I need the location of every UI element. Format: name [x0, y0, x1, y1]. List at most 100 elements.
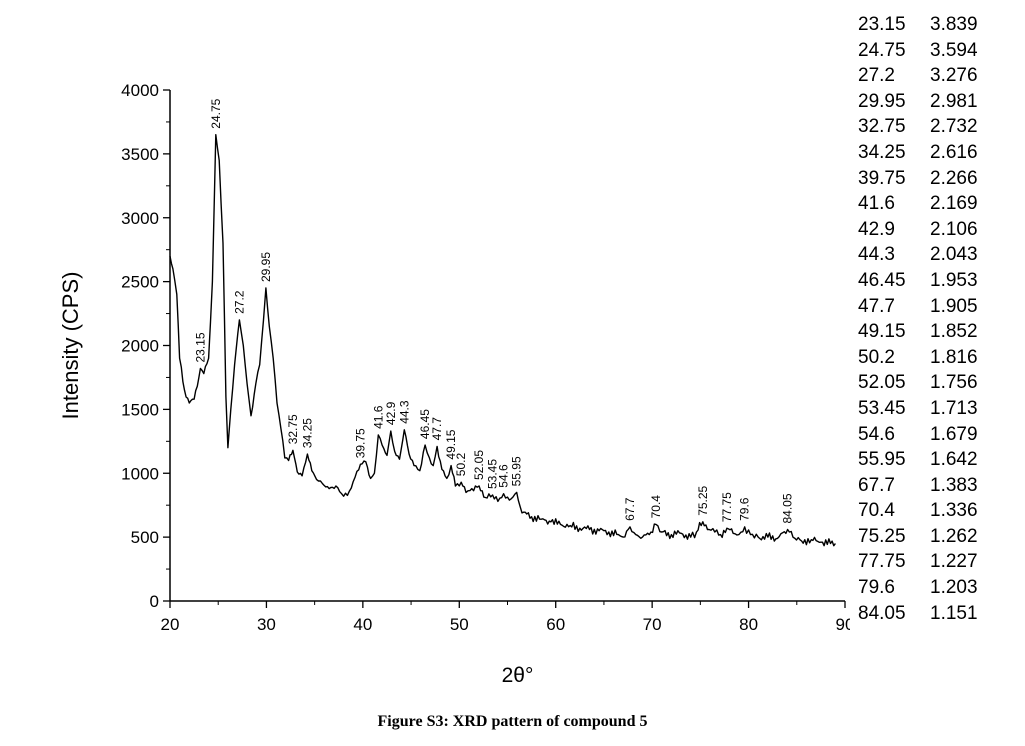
d-spacing-value: 2.043 [930, 244, 978, 266]
peak-label: 39.75 [353, 428, 367, 458]
peak-label: 32.75 [286, 414, 300, 444]
d-spacing-value: 1.756 [930, 372, 978, 394]
peak-label: 44.3 [397, 400, 411, 424]
d-spacing-value: 1.227 [930, 551, 978, 573]
peak-label: 29.95 [259, 252, 273, 282]
x-tick-label: 50 [450, 615, 469, 634]
peak-d-spacing-table: 23.15 3.839 24.75 3.594 27.2 3.276 29.95 2.981 3… [858, 12, 1020, 626]
y-tick-label: 1000 [121, 464, 159, 483]
peak-label: 27.2 [232, 290, 246, 314]
y-tick-label: 2500 [121, 273, 159, 292]
peak-table-row: 53.45 1.713 [858, 396, 1020, 422]
two-theta-value: 39.75 [858, 167, 906, 189]
two-theta-value: 54.6 [858, 423, 895, 445]
d-spacing-value: 1.816 [930, 346, 978, 368]
peak-table-row: 23.15 3.839 [858, 12, 1020, 38]
peak-label: 34.25 [300, 418, 314, 448]
d-spacing-value: 1.953 [930, 269, 978, 291]
peak-label: 41.6 [371, 405, 385, 429]
y-tick-label: 4000 [121, 81, 159, 100]
peak-table-row: 47.7 1.905 [858, 294, 1020, 320]
y-tick-label: 3000 [121, 209, 159, 228]
two-theta-value: 52.05 [858, 372, 906, 394]
y-tick-label: 2000 [121, 337, 159, 356]
peak-table-row: 34.25 2.616 [858, 140, 1020, 166]
peak-label: 52.05 [472, 450, 486, 480]
two-theta-value: 55.95 [858, 449, 906, 471]
peak-table-row: 50.2 1.816 [858, 345, 1020, 371]
peak-label: 47.7 [430, 417, 444, 441]
x-axis-label: 2θ° [502, 664, 534, 687]
peak-table-row: 44.3 2.043 [858, 242, 1020, 268]
peak-table-row: 39.75 2.266 [858, 166, 1020, 192]
x-tick-label: 60 [546, 615, 565, 634]
d-spacing-value: 3.594 [930, 39, 978, 61]
two-theta-value: 41.6 [858, 193, 895, 215]
two-theta-value: 32.75 [858, 116, 906, 138]
y-axis-label: Intensity (CPS) [58, 272, 83, 420]
peak-table-row: 42.9 2.106 [858, 217, 1020, 243]
d-spacing-value: 2.106 [930, 218, 978, 240]
peak-table-row: 77.75 1.227 [858, 549, 1020, 575]
d-spacing-value: 2.266 [930, 167, 978, 189]
d-spacing-value: 1.383 [930, 474, 978, 496]
peak-label: 46.45 [418, 409, 432, 439]
x-tick-label: 40 [353, 615, 372, 634]
peak-label: 55.95 [510, 456, 524, 486]
peak-table-row: 55.95 1.642 [858, 447, 1020, 473]
d-spacing-value: 1.852 [930, 321, 978, 343]
two-theta-value: 79.6 [858, 577, 895, 599]
peak-label: 75.25 [696, 485, 710, 515]
two-theta-value: 53.45 [858, 397, 906, 419]
two-theta-value: 44.3 [858, 244, 895, 266]
d-spacing-value: 2.169 [930, 193, 978, 215]
two-theta-value: 50.2 [858, 346, 895, 368]
d-spacing-value: 1.679 [930, 423, 978, 445]
peak-table-row: 54.6 1.679 [858, 422, 1020, 448]
y-tick-label: 0 [150, 592, 159, 611]
d-spacing-value: 1.203 [930, 577, 978, 599]
d-spacing-value: 1.336 [930, 500, 978, 522]
two-theta-value: 70.4 [858, 500, 895, 522]
peak-label: 77.75 [720, 492, 734, 522]
peak-table-row: 46.45 1.953 [858, 268, 1020, 294]
x-tick-label: 90 [836, 615, 850, 634]
peak-table-row: 32.75 2.732 [858, 114, 1020, 140]
two-theta-value: 23.15 [858, 14, 906, 35]
figure-caption: Figure S3: XRD pattern of compound 5 [377, 713, 648, 730]
peak-label: 70.4 [649, 495, 663, 519]
peak-label: 23.15 [193, 332, 207, 362]
peak-label: 53.45 [486, 459, 500, 489]
y-tick-label: 500 [131, 528, 159, 547]
peak-table-row: 70.4 1.336 [858, 498, 1020, 524]
peak-table-row: 84.05 1.151 [858, 601, 1020, 627]
two-theta-value: 75.25 [858, 525, 906, 547]
peak-label: 24.75 [209, 98, 223, 128]
peak-table-row: 67.7 1.383 [858, 473, 1020, 499]
two-theta-value: 46.45 [858, 269, 906, 291]
d-spacing-value: 1.713 [930, 397, 978, 419]
d-spacing-value: 1.642 [930, 449, 978, 471]
two-theta-value: 34.25 [858, 141, 906, 163]
peak-table-row: 49.15 1.852 [858, 319, 1020, 345]
d-spacing-value: 2.981 [930, 90, 978, 112]
peak-table-row: 29.95 2.981 [858, 89, 1020, 115]
x-tick-label: 80 [739, 615, 758, 634]
two-theta-value: 67.7 [858, 474, 895, 496]
d-spacing-value: 2.732 [930, 116, 978, 138]
two-theta-value: 24.75 [858, 39, 906, 61]
two-theta-value: 29.95 [858, 90, 906, 112]
peak-label: 84.05 [781, 493, 795, 523]
two-theta-value: 84.05 [858, 602, 906, 624]
peak-table-row: 52.05 1.756 [858, 370, 1020, 396]
y-tick-label: 3500 [121, 145, 159, 164]
peak-label: 49.15 [444, 429, 458, 459]
peak-labels: 23.15 24.75 27.2 29.95 32.75 34.25 39.75 41.642… [193, 98, 794, 523]
d-spacing-value: 3.839 [930, 14, 978, 35]
peak-label: 79.6 [738, 497, 752, 521]
peak-table-row: 27.2 3.276 [858, 63, 1020, 89]
peak-table-row: 41.6 2.169 [858, 191, 1020, 217]
xrd-pattern-line [169, 134, 836, 547]
two-theta-value: 77.75 [858, 551, 906, 573]
peak-label: 42.9 [384, 401, 398, 425]
